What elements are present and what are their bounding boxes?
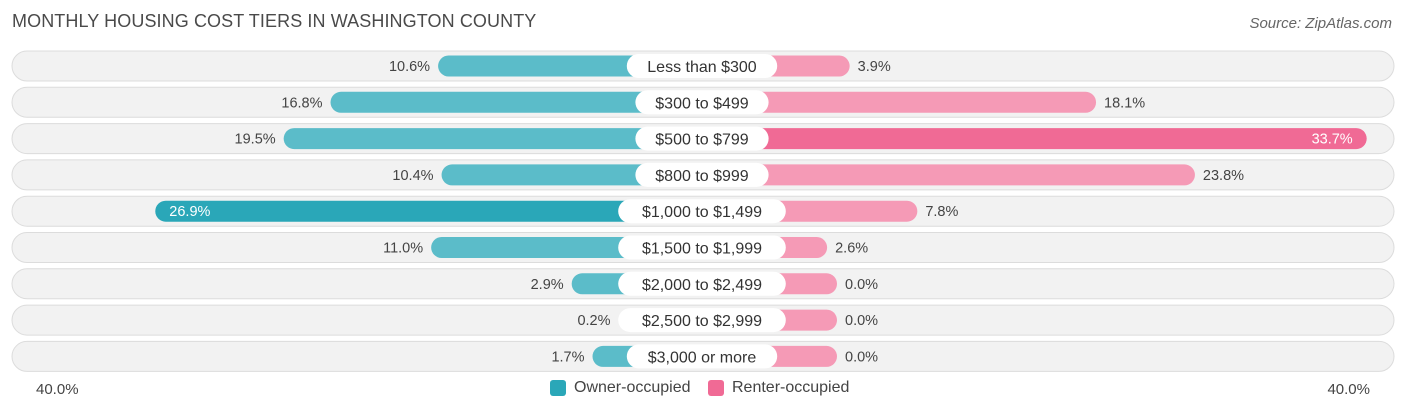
category-pill — [618, 235, 786, 260]
renter-bar — [702, 164, 1195, 186]
category-pill — [626, 54, 778, 78]
owner-value-label: 0.2% — [577, 313, 610, 329]
category-label: $300 to $499 — [655, 95, 749, 112]
chart-plot: Less than $300 10.6% 3.9% $300 to $499 16.8%… — [11, 50, 1395, 372]
category-pill — [635, 126, 769, 151]
renter-value-label: 18.1% — [1104, 95, 1145, 111]
chart-title: MONTHLY HOUSING COST TIERS IN WASHINGTON… — [12, 11, 537, 31]
renter-value-label: 0.0% — [845, 313, 878, 329]
renter-bar — [702, 128, 1367, 150]
axis-right-label: 40.0% — [1327, 381, 1370, 398]
category-pill — [635, 90, 769, 115]
axis-left-label: 40.0% — [36, 381, 79, 398]
category-pill — [635, 162, 769, 187]
owner-bar — [155, 200, 702, 222]
category-label: $3,000 or more — [648, 349, 757, 366]
category-label: $2,500 to $2,999 — [642, 313, 762, 330]
owner-bar — [330, 91, 702, 113]
category-label: $500 to $799 — [655, 132, 749, 149]
renter-value-label: 33.7% — [1312, 132, 1353, 148]
legend: Owner-occupied Renter-occupied — [0, 379, 1406, 401]
owner-value-label: 19.5% — [235, 132, 276, 148]
renter-value-label: 7.8% — [925, 204, 958, 220]
legend-renter-swatch — [708, 380, 724, 396]
category-label: Less than $300 — [647, 59, 757, 76]
renter-value-label: 0.0% — [845, 349, 878, 365]
legend-owner: Owner-occupied — [550, 379, 691, 397]
owner-value-label: 26.9% — [169, 204, 210, 220]
owner-value-label: 10.4% — [392, 168, 433, 184]
category-pill — [618, 308, 786, 333]
category-label: $1,500 to $1,999 — [642, 241, 762, 258]
category-label: $2,000 to $2,499 — [642, 277, 762, 294]
legend-renter: Renter-occupied — [708, 379, 849, 397]
source-label: Source: ZipAtlas.com — [1249, 15, 1392, 32]
owner-value-label: 10.6% — [389, 59, 430, 75]
category-label: $1,000 to $1,499 — [642, 204, 762, 221]
owner-value-label: 1.7% — [551, 349, 584, 365]
category-pill — [618, 199, 786, 224]
renter-value-label: 2.6% — [835, 241, 868, 257]
renter-bar — [702, 91, 1097, 113]
category-pill — [618, 271, 786, 296]
legend-owner-swatch — [550, 380, 566, 396]
owner-bar — [283, 128, 702, 150]
owner-value-label: 16.8% — [281, 95, 322, 111]
legend-renter-label: Renter-occupied — [732, 379, 850, 396]
renter-value-label: 23.8% — [1203, 168, 1244, 184]
renter-value-label: 0.0% — [845, 277, 878, 293]
legend-owner-label: Owner-occupied — [574, 379, 691, 396]
category-label: $800 to $999 — [655, 168, 749, 185]
owner-value-label: 2.9% — [531, 277, 564, 293]
renter-value-label: 3.9% — [858, 59, 891, 75]
category-pill — [626, 344, 778, 369]
owner-value-label: 11.0% — [383, 241, 423, 257]
